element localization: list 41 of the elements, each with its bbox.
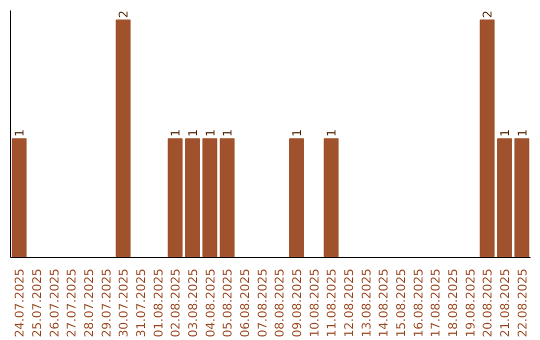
x-tick-label: 08.08.2025 [272,268,287,338]
data-label: 1 [515,129,530,137]
data-label: 1 [168,129,183,137]
x-tick-label: 12.08.2025 [342,268,356,338]
x-tick-label: 06.08.2025 [238,268,252,338]
data-label: 1 [220,129,235,137]
x-tick-label: 31.07.2025 [134,268,148,338]
x-tick-label: 17.08.2025 [428,268,443,338]
x-tick-label: 25.07.2025 [30,268,44,338]
x-tick-label: 03.08.2025 [186,268,200,338]
x-tick-label: 02.08.2025 [168,268,183,338]
x-tick-label: 20.08.2025 [480,268,495,338]
x-tick-label: 21.08.2025 [498,268,512,338]
x-tick-label: 10.08.2025 [307,268,322,338]
x-tick-label: 24.07.2025 [12,268,27,338]
x-tick-label: 01.08.2025 [151,268,166,338]
data-label: 1 [12,129,27,137]
x-tick-label: 09.08.2025 [290,268,304,338]
data-label: 1 [290,129,304,137]
data-label: 2 [480,10,495,18]
x-tick-label: 15.08.2025 [394,268,408,338]
x-tick-label: 04.08.2025 [203,268,218,338]
x-tick-label: 26.07.2025 [47,268,62,338]
data-label: 1 [203,129,218,137]
x-tick-label: 27.07.2025 [64,268,79,338]
x-tick-label: 19.08.2025 [463,268,478,338]
x-tick-label: 07.08.2025 [255,268,270,338]
x-tick-label: 05.08.2025 [220,268,235,338]
x-tick-label: 13.08.2025 [359,268,374,338]
data-label: 1 [324,129,339,137]
data-label: 1 [186,129,200,137]
x-tick-label: 18.08.2025 [446,268,460,338]
x-tick-label: 29.07.2025 [99,268,114,338]
x-tick-label: 14.08.2025 [376,268,391,338]
x-tick-label: 28.07.2025 [82,268,96,338]
x-tick-label: 30.07.2025 [116,268,131,338]
x-tick-label: 11.08.2025 [324,268,339,338]
data-label: 1 [498,129,512,137]
x-tick-label: 16.08.2025 [411,268,426,338]
data-label: 2 [116,10,131,18]
x-tick-label: 22.08.2025 [515,268,530,338]
